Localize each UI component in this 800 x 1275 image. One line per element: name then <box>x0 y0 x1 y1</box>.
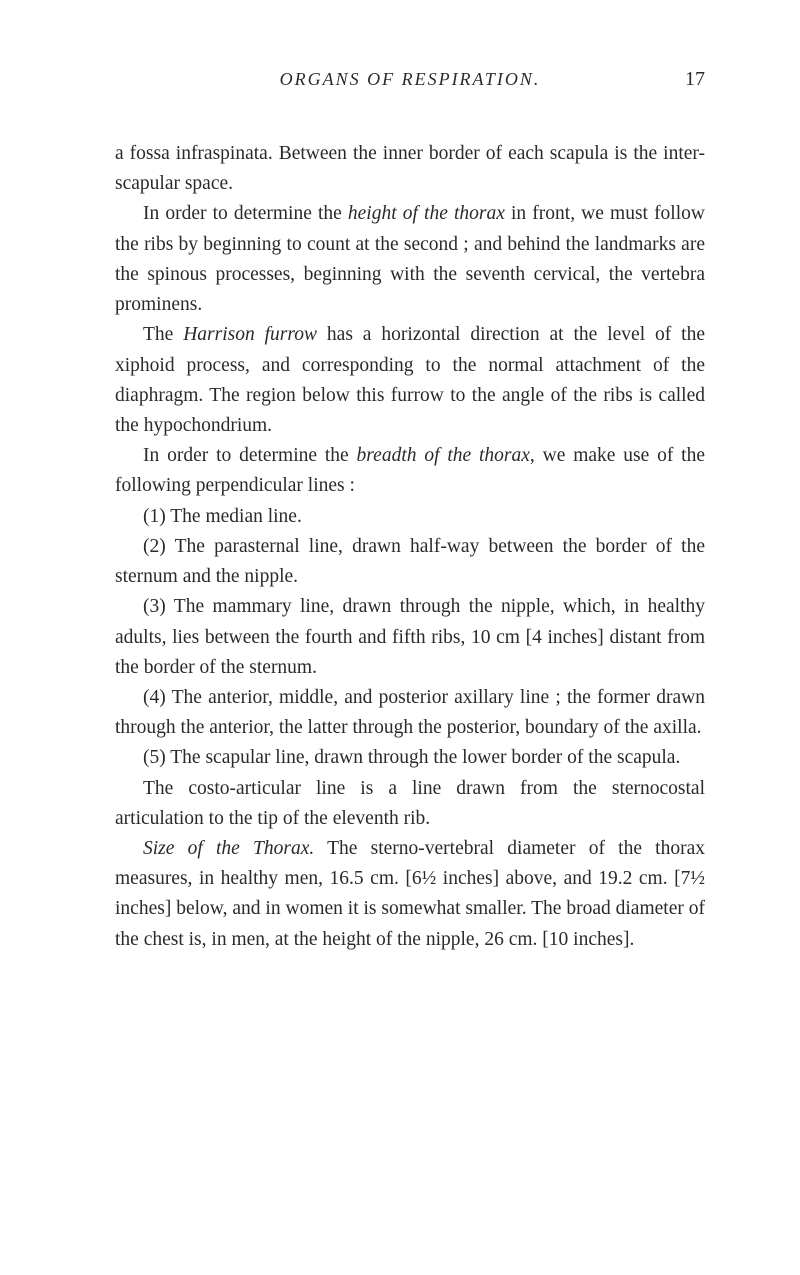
page-number: 17 <box>665 68 705 91</box>
text-run: (4) The anterior, middle, and posterior … <box>115 687 705 738</box>
paragraph-11: Size of the Thorax. The sterno-vertebral… <box>115 834 705 955</box>
text-run: (3) The mammary line, drawn through the … <box>115 596 705 677</box>
italic-text: Harrison furrow <box>183 324 317 345</box>
page-header: ORGANS OF RESPIRATION. 17 <box>115 68 705 91</box>
text-run: (1) The median line. <box>143 506 302 527</box>
text-run: (5) The scapular line, drawn through the… <box>143 747 680 768</box>
paragraph-10: The costo-articular line is a line drawn… <box>115 774 705 834</box>
paragraph-6: (2) The parasternal line, drawn half-way… <box>115 532 705 592</box>
text-run: The costo-articular line is a line drawn… <box>115 778 705 829</box>
paragraph-7: (3) The mammary line, drawn through the … <box>115 592 705 683</box>
text-run: In order to determine the <box>143 445 357 466</box>
paragraph-1: a fossa infraspinata. Between the inner … <box>115 139 705 199</box>
paragraph-3: The Harrison furrow has a horizontal dir… <box>115 320 705 441</box>
paragraph-9: (5) The scapular line, drawn through the… <box>115 743 705 773</box>
text-run: The <box>143 324 183 345</box>
text-run: In order to determine the <box>143 203 348 224</box>
text-run: (2) The parasternal line, drawn half-way… <box>115 536 705 587</box>
paragraph-5: (1) The median line. <box>115 502 705 532</box>
paragraph-8: (4) The anterior, middle, and posterior … <box>115 683 705 743</box>
body-text: a fossa infraspinata. Between the inner … <box>115 139 705 955</box>
paragraph-4: In order to determine the breadth of the… <box>115 441 705 501</box>
paragraph-2: In order to determine the height of the … <box>115 199 705 320</box>
text-run: a fossa infraspinata. Between the inner … <box>115 143 705 194</box>
italic-text: height of the thorax <box>348 203 505 224</box>
italic-text: breadth of the thorax <box>357 445 530 466</box>
running-title: ORGANS OF RESPIRATION. <box>155 69 665 90</box>
document-page: ORGANS OF RESPIRATION. 17 a fossa infras… <box>0 0 800 1015</box>
italic-text: Size of the Thorax. <box>143 838 314 859</box>
